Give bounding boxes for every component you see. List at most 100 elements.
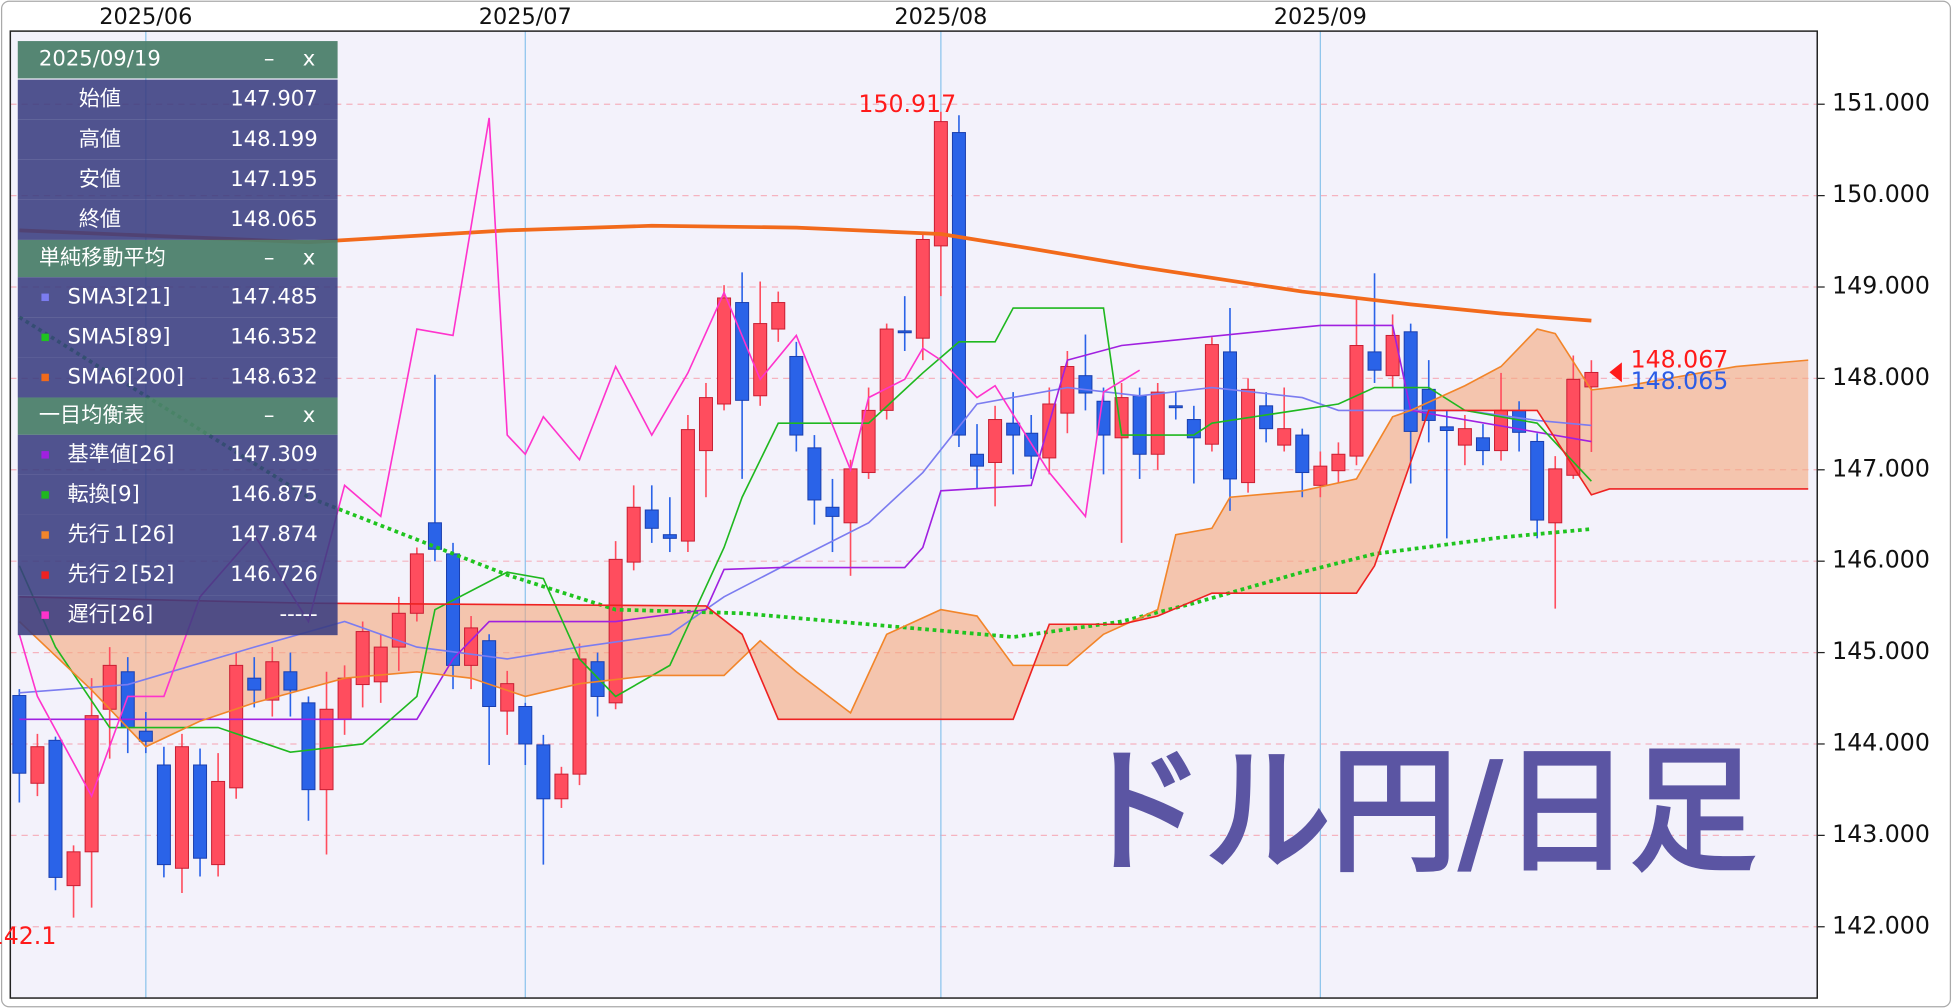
panel-header-title: 2025/09/19 (39, 46, 161, 71)
plot: ドル円/日足 (10, 31, 1818, 999)
panel-row (17, 555, 338, 596)
panel-header-title: 単純移動平均 (39, 245, 166, 270)
panel-value: 148.632 (230, 363, 317, 388)
legend-label: 遅行[26] (68, 601, 154, 626)
watermark: ドル円/日足 (1078, 733, 1756, 892)
candle-body (229, 664, 244, 789)
candle-body (735, 302, 750, 401)
x-tick-label: 2025/08 (894, 4, 987, 30)
panel-row (17, 317, 338, 358)
y-tick-label: 142.000 (1832, 911, 1930, 939)
candle-body (48, 739, 63, 878)
candle-body (1313, 465, 1328, 486)
panel-button[interactable]: x (303, 402, 316, 427)
panel-label: 安値 (79, 166, 121, 191)
candle-body (355, 631, 370, 686)
candle-body (1566, 378, 1581, 476)
legend-label: 先行２[52] (68, 561, 175, 586)
indicator-line (18, 307, 1592, 754)
candle-body (1530, 440, 1545, 521)
candle-body (138, 730, 153, 742)
legend-label: 先行１[26] (68, 521, 175, 546)
panel-label: 始値 (79, 86, 121, 111)
y-tick-label: 144.000 (1832, 728, 1930, 756)
price-label: 148.065 (1631, 367, 1729, 395)
indicator-line (18, 315, 1592, 639)
candle-body (301, 702, 316, 791)
y-tick-label: 147.000 (1832, 454, 1930, 482)
panel-button[interactable]: – (264, 46, 275, 71)
panel-row (17, 474, 338, 515)
candle-body (427, 522, 442, 550)
y-tick-label: 145.000 (1832, 637, 1930, 665)
candle-body (1150, 391, 1165, 455)
legend-swatch (41, 451, 49, 459)
candle-body (698, 397, 713, 452)
candle-body (409, 553, 424, 614)
panel-button[interactable]: x (303, 245, 316, 270)
legend-label: SMA6[200] (68, 363, 184, 388)
candle-body (373, 646, 388, 683)
price-label: 148.067 (1631, 346, 1729, 374)
price-marker (1609, 362, 1622, 383)
candle-body (518, 706, 533, 745)
candle-body (680, 429, 695, 542)
candle-body (1277, 428, 1292, 446)
candle-body (30, 746, 45, 784)
candle-body (1403, 331, 1418, 432)
panel-label: 終値 (79, 206, 121, 231)
panel-row (17, 79, 338, 120)
candle-body (102, 664, 117, 710)
panel-value: 147.485 (230, 283, 317, 308)
candle-body (211, 780, 226, 866)
legend-label: 転換[9] (68, 481, 140, 506)
candle-body (391, 612, 406, 648)
panel-row (17, 119, 338, 160)
candle-body (1439, 426, 1454, 431)
panel-value: 148.199 (230, 126, 317, 151)
indicator-line (19, 223, 1592, 323)
panel-button[interactable]: – (264, 245, 275, 270)
candle-body (1168, 405, 1183, 409)
candle-body (915, 238, 930, 339)
candle-body (12, 695, 27, 774)
panel-value: 146.352 (230, 323, 317, 348)
panel-row (17, 357, 338, 398)
candle-body (861, 409, 876, 474)
indicator-line (18, 328, 1809, 748)
candle-body (1042, 403, 1057, 459)
y-tick-label: 149.000 (1832, 272, 1930, 300)
candle-body (970, 453, 985, 467)
panel-button[interactable]: – (264, 402, 275, 427)
panel-value: 146.875 (230, 481, 317, 506)
candle-body (626, 506, 641, 563)
panel-row (17, 514, 338, 556)
legend-swatch (41, 491, 49, 499)
candle-body (283, 671, 298, 691)
candle-body (644, 509, 659, 529)
legend-swatch (41, 373, 49, 382)
candle-body (1475, 437, 1490, 452)
panel-header (17, 397, 338, 435)
candle-body (988, 419, 1003, 463)
candle-body (193, 764, 208, 859)
candle-body (807, 447, 822, 501)
candle-body (717, 297, 732, 405)
y-tick-label: 150.000 (1832, 180, 1930, 208)
candle-body (156, 764, 171, 866)
candle-body (500, 683, 515, 712)
panel-value: 146.726 (230, 561, 317, 586)
candle-body (1060, 366, 1075, 414)
panel-header (17, 41, 338, 79)
candle-body (1204, 344, 1219, 445)
panel-header-title: 一目均衡表 (39, 402, 145, 427)
panel-button[interactable]: x (303, 46, 316, 71)
candle-body (1385, 334, 1400, 377)
candle-body (1132, 395, 1147, 455)
panel-label: 高値 (79, 126, 121, 151)
plot-border (9, 30, 1818, 999)
y-tick-label: 151.000 (1832, 89, 1930, 117)
candle-body (1222, 351, 1237, 480)
